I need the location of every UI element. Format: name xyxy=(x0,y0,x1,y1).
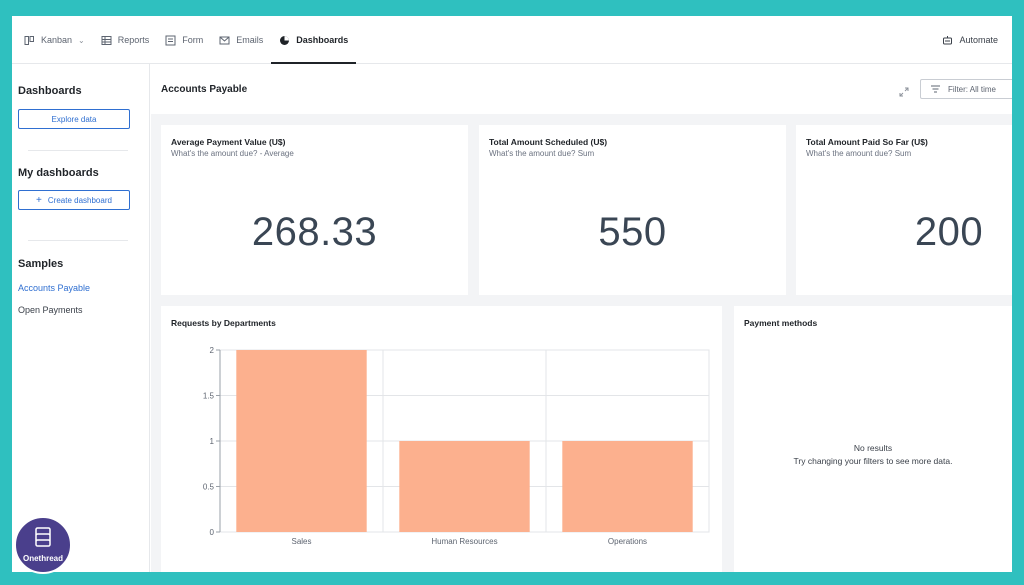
chart-card-payment-methods: Payment methods No results Try changing … xyxy=(734,306,1012,572)
metric-value: 268.33 xyxy=(251,210,378,254)
tab-kanban-label: Kanban xyxy=(41,35,73,45)
tab-emails[interactable]: Emails xyxy=(211,16,271,64)
logo-text: Onethread xyxy=(22,554,63,563)
x-tick-label: Operations xyxy=(608,537,647,546)
robot-icon xyxy=(942,35,953,46)
tab-emails-label: Emails xyxy=(236,35,264,45)
table-icon xyxy=(101,35,112,46)
automate-label: Automate xyxy=(959,35,998,45)
sidebar: Dashboards Explore data My dashboards + … xyxy=(12,64,150,572)
x-tick-label: Sales xyxy=(291,537,311,546)
tab-dashboards[interactable]: Dashboards xyxy=(271,16,357,64)
tab-dashboards-label: Dashboards xyxy=(296,35,349,45)
metric-card-average-payment: Average Payment Value (U$) What's the am… xyxy=(161,125,468,295)
bar[interactable] xyxy=(562,441,693,532)
kanban-icon xyxy=(24,35,35,46)
form-icon xyxy=(165,35,176,46)
card-title: Total Amount Scheduled (U$) xyxy=(489,137,608,147)
filter-icon xyxy=(931,85,940,93)
metric-value: 550 xyxy=(598,210,667,254)
sample-open-payments[interactable]: Open Payments xyxy=(18,305,83,315)
tab-form-label: Form xyxy=(182,35,204,45)
chart-title: Payment methods xyxy=(744,318,818,328)
pie-chart-icon xyxy=(279,35,290,46)
my-dashboards-heading: My dashboards xyxy=(18,167,99,179)
dashboard-main: Accounts Payable Filter: All time Averag… xyxy=(151,64,1012,572)
mail-icon xyxy=(219,35,230,46)
tab-kanban[interactable]: Kanban ⌄ xyxy=(16,16,93,64)
y-tick-label: 1.5 xyxy=(203,392,215,401)
samples-heading: Samples xyxy=(18,258,64,270)
bar[interactable] xyxy=(236,350,367,532)
dashboard-header: Accounts Payable Filter: All time xyxy=(151,64,1012,114)
tab-form[interactable]: Form xyxy=(157,16,211,64)
sample-accounts-payable[interactable]: Accounts Payable xyxy=(18,283,91,293)
metric-card-total-paid: Total Amount Paid So Far (U$) What's the… xyxy=(796,125,1012,295)
y-tick-label: 0 xyxy=(210,528,215,537)
empty-state-title: No results xyxy=(853,443,893,453)
chart-title: Requests by Departments xyxy=(171,318,276,328)
dashboards-heading: Dashboards xyxy=(18,85,82,97)
filter-button[interactable]: Filter: All time xyxy=(920,79,1012,99)
card-subtitle: What's the amount due? Sum xyxy=(806,149,912,158)
y-tick-label: 1 xyxy=(210,437,215,446)
chevron-down-icon[interactable]: ⌄ xyxy=(78,35,85,45)
chart-card-requests: Requests by Departments 0 0.5 1 1.5 2 Sales Hu… xyxy=(161,306,722,572)
card-title: Average Payment Value (U$) xyxy=(171,137,286,147)
metric-card-total-scheduled: Total Amount Scheduled (U$) What's the a… xyxy=(479,125,786,295)
y-tick-label: 2 xyxy=(210,346,215,355)
x-tick-label: Human Resources xyxy=(431,537,497,546)
divider xyxy=(28,240,128,241)
onethread-logo: Onethread xyxy=(14,516,72,574)
page-title: Accounts Payable xyxy=(161,84,248,95)
empty-state-hint: Try changing your filters to see more da… xyxy=(793,456,953,466)
view-tabs: Kanban ⌄ Reports Form Emails xyxy=(16,16,357,64)
create-dashboard-label: Create dashboard xyxy=(47,195,112,205)
top-navigation: Kanban ⌄ Reports Form Emails xyxy=(12,16,1012,64)
expand-icon[interactable] xyxy=(899,84,909,97)
layers-icon xyxy=(35,527,51,547)
bar-chart: 0 0.5 1 1.5 2 Sales Human Resources Operations xyxy=(203,346,710,546)
tab-reports-label: Reports xyxy=(117,35,150,45)
automate-button[interactable]: Automate xyxy=(942,16,998,64)
plus-icon: + xyxy=(36,194,42,206)
bar[interactable] xyxy=(399,441,530,532)
metric-value: 200 xyxy=(914,210,984,254)
y-tick-label: 0.5 xyxy=(203,483,215,492)
explore-data-button[interactable]: Explore data xyxy=(18,109,130,129)
app-window: Kanban ⌄ Reports Form Emails xyxy=(12,16,1012,572)
divider xyxy=(28,150,128,151)
tab-reports[interactable]: Reports xyxy=(93,16,158,64)
card-title: Total Amount Paid So Far (U$) xyxy=(806,137,928,147)
filter-label: Filter: All time xyxy=(948,84,997,94)
card-subtitle: What's the amount due? Sum xyxy=(489,149,595,158)
card-subtitle: What's the amount due? - Average xyxy=(171,149,294,158)
create-dashboard-button[interactable]: + Create dashboard xyxy=(18,190,130,210)
